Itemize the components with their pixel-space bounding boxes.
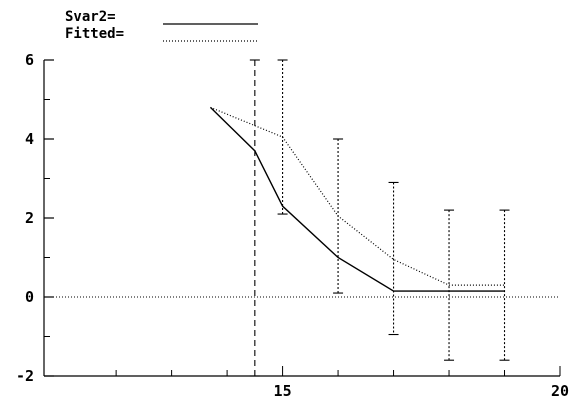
error-bars <box>249 59 510 377</box>
y-tick-label-5: -2 <box>16 367 34 385</box>
y-tick-label-2: 4 <box>25 130 34 148</box>
series-line-1 <box>209 106 505 292</box>
x-tick-label-2: 20 <box>551 382 569 399</box>
series-line-2 <box>210 106 505 286</box>
axes <box>43 60 560 377</box>
series-layer <box>209 106 505 292</box>
x-tick-label-1: 15 <box>274 382 292 399</box>
legend-label-svar2: Svar2= <box>65 9 116 25</box>
legend: Svar2= Fitted= <box>65 9 258 42</box>
y-tick-label-4: 0 <box>25 288 34 306</box>
legend-label-fitted: Fitted= <box>65 26 124 42</box>
y-tick-label-3: 2 <box>25 209 34 227</box>
y-tick-label-1: 6 <box>25 51 34 69</box>
